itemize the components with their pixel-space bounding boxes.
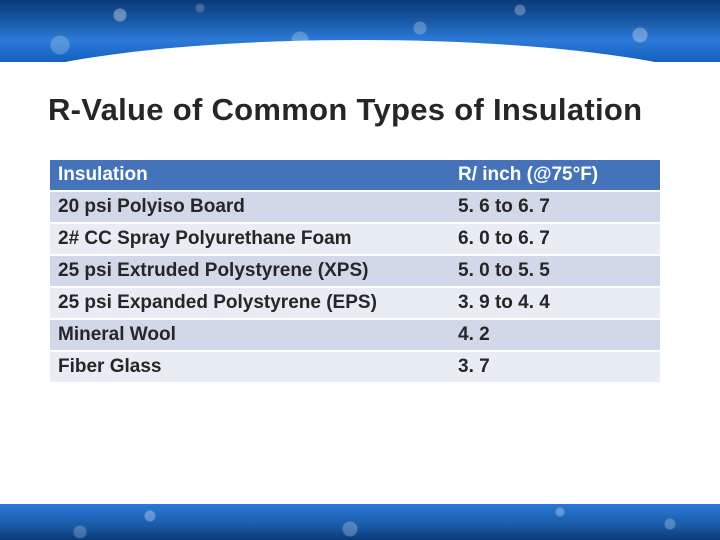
cell-insulation: 25 psi Expanded Polystyrene (EPS) [50, 287, 450, 319]
table-header-rvalue: R/ inch (@75°F) [450, 160, 660, 191]
cell-insulation: 2# CC Spray Polyurethane Foam [50, 223, 450, 255]
cell-rvalue: 5. 6 to 6. 7 [450, 191, 660, 223]
table-row: Mineral Wool 4. 2 [50, 319, 660, 351]
cell-insulation: Fiber Glass [50, 351, 450, 383]
slide-title: R-Value of Common Types of Insulation [48, 92, 672, 128]
table-row: Fiber Glass 3. 7 [50, 351, 660, 383]
cell-rvalue: 5. 0 to 5. 5 [450, 255, 660, 287]
table-row: 2# CC Spray Polyurethane Foam 6. 0 to 6.… [50, 223, 660, 255]
cell-insulation: 25 psi Extruded Polystyrene (XPS) [50, 255, 450, 287]
cell-insulation: Mineral Wool [50, 319, 450, 351]
cell-rvalue: 6. 0 to 6. 7 [450, 223, 660, 255]
cell-insulation: 20 psi Polyiso Board [50, 191, 450, 223]
cell-rvalue: 3. 9 to 4. 4 [450, 287, 660, 319]
cell-rvalue: 4. 2 [450, 319, 660, 351]
table-row: 25 psi Extruded Polystyrene (XPS) 5. 0 t… [50, 255, 660, 287]
table-header-row: Insulation R/ inch (@75°F) [50, 160, 660, 191]
table-row: 25 psi Expanded Polystyrene (EPS) 3. 9 t… [50, 287, 660, 319]
table-row: 20 psi Polyiso Board 5. 6 to 6. 7 [50, 191, 660, 223]
insulation-table: Insulation R/ inch (@75°F) 20 psi Polyis… [50, 160, 660, 384]
table-header-insulation: Insulation [50, 160, 450, 191]
cell-rvalue: 3. 7 [450, 351, 660, 383]
bottom-banner [0, 504, 720, 540]
